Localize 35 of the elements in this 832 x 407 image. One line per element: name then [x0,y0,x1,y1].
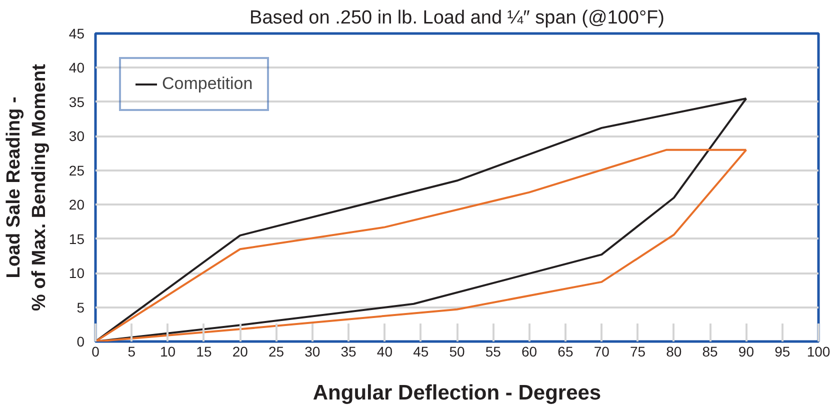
y-tick-label: 40 [68,60,85,76]
y-tick-label: 25 [68,162,85,178]
x-tick-label: 40 [376,344,393,360]
x-tick-label: 0 [92,344,100,360]
x-tick-label: 80 [666,344,682,360]
chart-title: Based on .250 in lb. Load and ¼″ span (@100°F) [250,8,664,28]
x-tick-label: 85 [702,344,718,360]
y-tick-label: 0 [76,334,85,350]
x-tick-label: 75 [630,344,646,360]
y-tick-label: 15 [68,230,85,247]
y-tick-label: 10 [68,265,85,282]
x-tick-label: 10 [160,344,176,360]
x-axis-title: Angular Deflection - Degrees [312,382,602,404]
y-tick-label: 35 [68,94,85,110]
y-tick-label: 20 [68,196,85,213]
x-tick-label: 65 [558,344,574,360]
x-tick-label: 5 [128,344,136,360]
x-tick-label: 50 [449,344,465,360]
y-tick-label: 45 [68,26,85,42]
y-axis-title: Load Sale Reading - % of Max. Bending Moment [4,63,50,311]
x-tick-label: 15 [196,344,212,360]
x-tick-label: 70 [594,344,610,360]
x-tick-label: 55 [485,344,502,360]
x-tick-label: 60 [522,344,538,360]
x-tick-label: 45 [413,344,429,360]
x-tick-label: 95 [774,344,790,360]
y-tick-label: 5 [76,299,85,316]
y-tick-label: 30 [68,128,85,144]
x-tick-label: 20 [232,344,248,360]
x-tick-label: 35 [340,344,357,360]
legend-label: Competition [162,74,253,94]
x-tick-label: 100 [806,344,830,360]
x-tick-label: 90 [738,344,754,360]
x-tick-label: 30 [304,344,320,360]
x-tick-label: 25 [268,344,284,360]
